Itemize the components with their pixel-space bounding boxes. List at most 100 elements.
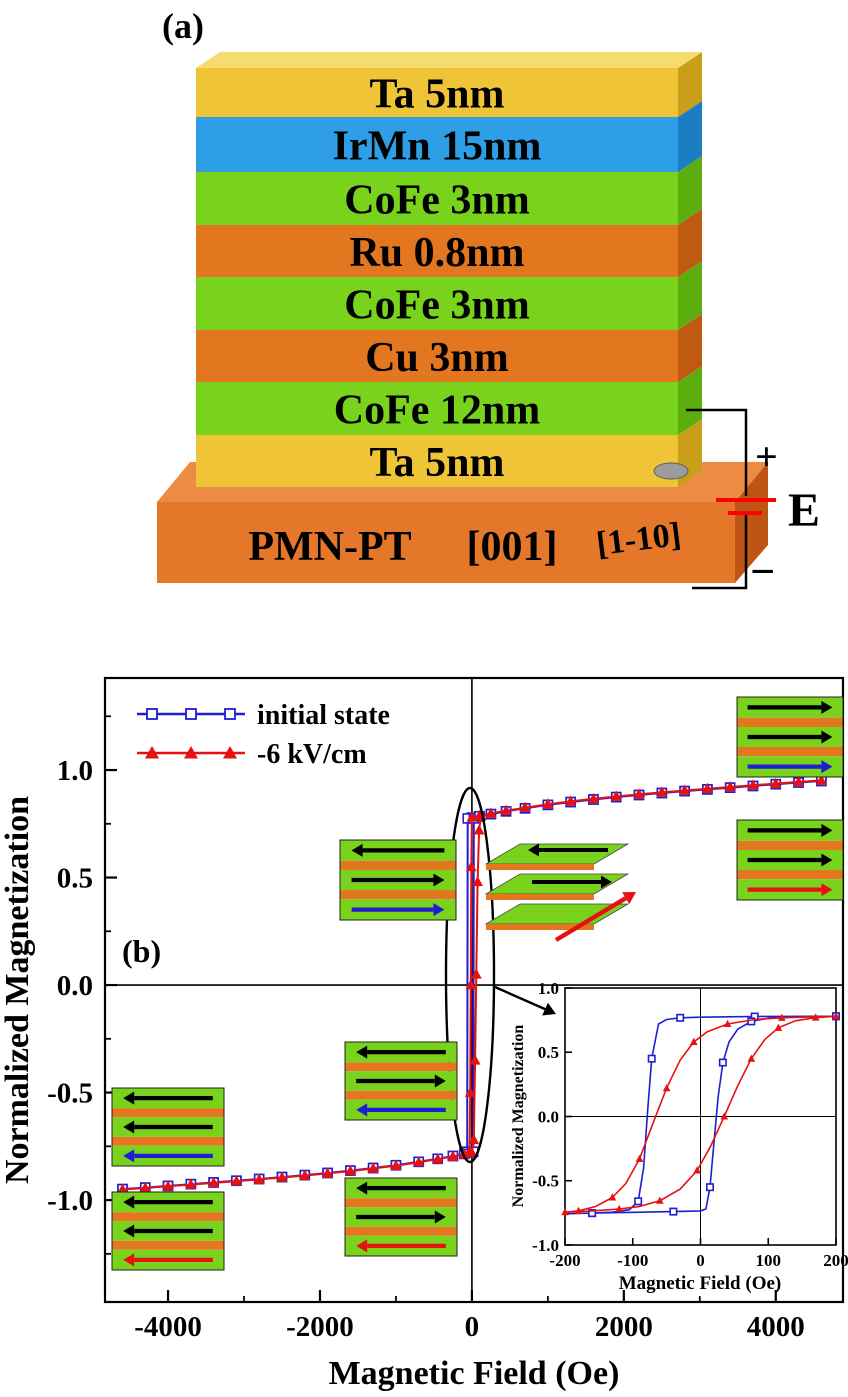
series-marker-square — [669, 1207, 678, 1216]
x-tick-label: -100 — [617, 1251, 648, 1270]
layer-stripe — [345, 1226, 457, 1236]
series-marker-triangle — [413, 1156, 425, 1167]
magnetization-state-inset — [111, 1191, 225, 1271]
y-tick-label: -0.5 — [532, 1172, 559, 1191]
layer-stripe — [340, 890, 456, 900]
series-marker-triangle — [542, 798, 554, 809]
y-tick-label: 1.0 — [538, 979, 559, 998]
stack-layer-side — [678, 156, 702, 225]
series-marker-triangle — [811, 1013, 820, 1021]
x-tick-label: 200 — [823, 1251, 848, 1270]
stack-layer — [196, 277, 678, 330]
circuit-e-label: E — [788, 484, 820, 537]
x-tick-label: -200 — [549, 1251, 580, 1270]
series-marker-triangle — [367, 1162, 379, 1173]
series-marker-triangle — [635, 1154, 644, 1162]
series-marker-triangle — [793, 776, 804, 787]
series-marker-square — [647, 1054, 656, 1063]
layer-stripe — [112, 1212, 224, 1222]
series-marker-triangle — [464, 1086, 476, 1097]
layer-stripe — [737, 870, 843, 880]
series-marker-triangle — [702, 782, 713, 794]
y-tick-label: 0.5 — [538, 1043, 559, 1062]
series-marker-triangle — [777, 1013, 786, 1021]
series-marker-triangle — [747, 779, 759, 790]
series-marker-triangle — [468, 1134, 480, 1145]
series-marker-square — [676, 1013, 685, 1022]
y-tick-label: -0.5 — [47, 1078, 93, 1110]
series-marker-square — [588, 1209, 597, 1218]
series-line — [122, 779, 822, 1191]
series-marker-triangle — [815, 774, 827, 785]
stack-layer — [196, 330, 678, 382]
series-marker-triangle — [472, 875, 484, 887]
substrate-front-face — [157, 502, 735, 583]
series-marker-triangle — [432, 1153, 444, 1164]
x-tick-label: 0 — [465, 1311, 480, 1343]
magnetization-state-inset — [344, 1177, 458, 1257]
series-marker-square — [747, 1017, 756, 1026]
series-marker-triangle — [253, 1173, 265, 1184]
series-marker-triangle — [390, 1159, 402, 1170]
series-marker-triangle — [162, 1180, 174, 1191]
y-tick-label: -1.0 — [532, 1236, 559, 1255]
inset-border — [111, 1087, 225, 1167]
y-tick-label: 0.0 — [538, 1107, 559, 1126]
stack-layer-label: IrMn 15nm — [333, 124, 542, 170]
electrode-contact — [653, 462, 689, 480]
series-marker-triangle — [610, 790, 622, 801]
series-marker-triangle — [208, 1177, 220, 1188]
x-tick-label: 2000 — [595, 1311, 653, 1343]
tilted-plate-edge — [486, 864, 594, 870]
layer-stripe — [340, 860, 456, 870]
film-stack: Ta 5nm CoFe 12nm Cu 3nm CoFe 3nm Ru 0.8nm CoF… — [157, 52, 768, 583]
substrate-side-face — [735, 462, 768, 583]
legend-label: initial state — [257, 700, 390, 731]
tilted-plate-edge — [486, 894, 594, 900]
series-marker-triangle — [770, 777, 782, 788]
stack-layer — [196, 68, 678, 117]
voltage-circuit — [653, 408, 776, 590]
series-marker-triangle — [344, 1165, 356, 1176]
substrate-orientation-001: [001] — [467, 524, 558, 570]
transition-ellipse — [444, 786, 496, 1164]
series-marker-triangle — [679, 784, 691, 795]
series-marker-triangle — [473, 824, 485, 835]
legend-marker-square — [146, 708, 158, 720]
layer-stripe — [112, 1136, 224, 1146]
legend-label: -6 kV/cm — [257, 739, 367, 770]
legend-marker-triangle — [145, 746, 159, 759]
panel-b-label: (b) — [122, 933, 161, 969]
series-marker-square — [705, 1183, 714, 1192]
circuit-plus-label: + — [755, 434, 778, 479]
magnetization-state-inset — [344, 1041, 458, 1121]
series-marker-triangle — [723, 1019, 732, 1028]
tilted-plate-edge — [486, 924, 594, 930]
series-marker-triangle — [231, 1175, 242, 1186]
series-marker-triangle — [519, 801, 531, 812]
stack-layer-side — [678, 366, 702, 435]
inset-chart: -200 -100 0 100 200 1.0 0.5 0.0 -0.5 -1.0 — [532, 979, 848, 1270]
stack-layer — [196, 172, 678, 225]
stack-layer — [196, 435, 678, 487]
stack-layer — [196, 225, 678, 277]
series-marker-triangle — [561, 1208, 569, 1216]
series-marker-triangle — [656, 786, 668, 797]
transition-callout — [444, 786, 556, 1164]
stack-layer-label: CoFe 3nm — [344, 178, 529, 224]
series-marker-triangle — [469, 1054, 481, 1065]
stack-layer-label: Ta 5nm — [369, 72, 504, 118]
series-marker-triangle — [299, 1169, 311, 1180]
series-marker-triangle — [588, 792, 599, 804]
series-marker-triangle — [615, 1204, 624, 1213]
inset-yaxis-title: Normalized Magnetization — [510, 1025, 527, 1208]
series-marker-triangle — [465, 979, 477, 990]
series-marker-triangle — [458, 1148, 470, 1159]
y-tick-label: 0.5 — [57, 863, 93, 895]
x-tick-label: 100 — [756, 1251, 782, 1270]
series-marker-triangle — [633, 788, 645, 799]
series-marker-triangle — [139, 1182, 151, 1193]
circuit-wire — [686, 408, 748, 590]
